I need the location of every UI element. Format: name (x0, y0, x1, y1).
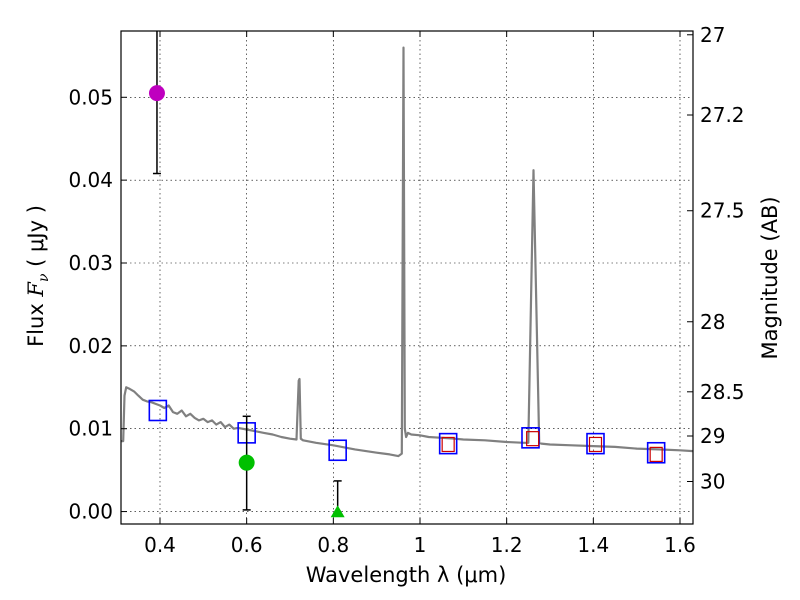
x-tick-label: 1.2 (491, 533, 523, 557)
x-axis-label: Wavelength λ (μm) (306, 563, 507, 587)
model-square-marker (438, 432, 458, 455)
y-tick-label: 0.01 (68, 417, 113, 441)
observed-uv-point (148, 31, 165, 175)
x-tick-label: 1.6 (664, 533, 696, 557)
observed-upper-limit (330, 480, 345, 518)
right-axis-label: Magnitude (AB) (758, 196, 782, 359)
right-tick-label: 29 (700, 424, 725, 448)
model-square-marker (586, 432, 605, 455)
y-axis-label: Flux Fν ( μJy ) (24, 205, 52, 347)
model-square-marker (148, 399, 168, 422)
x-tick-label: 0.8 (317, 533, 349, 557)
sed-line (121, 46, 694, 458)
model-square-marker (646, 441, 666, 464)
y-tick-label: 0.05 (68, 85, 113, 109)
right-tick-label: 27.2 (700, 103, 745, 127)
data-point-marker (238, 454, 255, 471)
data-point-marker (148, 85, 165, 102)
y-tick-label: 0.04 (68, 168, 113, 192)
right-tick-label: 27 (700, 23, 725, 47)
observed-ir-fluxes (441, 431, 663, 462)
observed-optical-point (238, 415, 255, 511)
series-layer (121, 31, 694, 518)
observed-square-marker (526, 431, 540, 447)
model-square-marker (328, 439, 347, 462)
y-tick-label: 0.03 (68, 251, 113, 275)
plot-frame (120, 30, 694, 525)
observed-square-marker (441, 436, 455, 453)
right-tick-label: 30 (700, 469, 725, 493)
y-label-units: ( μJy ) (24, 205, 48, 273)
x-tick-label: 0.4 (144, 533, 176, 557)
upper-limit-marker (330, 505, 345, 518)
y-tick-label: 0.00 (68, 500, 113, 524)
model-sed (121, 46, 694, 458)
observed-square-marker (649, 446, 663, 462)
right-tick-label: 28.5 (700, 380, 745, 404)
y-tick-label: 0.02 (68, 334, 113, 358)
right-tick-label: 28 (700, 310, 725, 334)
ticks: 0.4 0.6 0.8 1 1.2 1.4 1.6 0.00 0.01 0.02 0.03 0.04 0… (68, 23, 744, 557)
x-tick-label: 0.6 (231, 533, 263, 557)
y-label-subscript: ν (36, 273, 52, 282)
observed-square-marker (588, 436, 603, 453)
x-tick-label: 1.4 (577, 533, 609, 557)
x-tick-label: 1 (414, 533, 427, 557)
y-label-symbol: F (24, 281, 48, 298)
right-tick-label: 27.5 (700, 199, 745, 223)
y-label-prefix: Flux (24, 297, 48, 347)
